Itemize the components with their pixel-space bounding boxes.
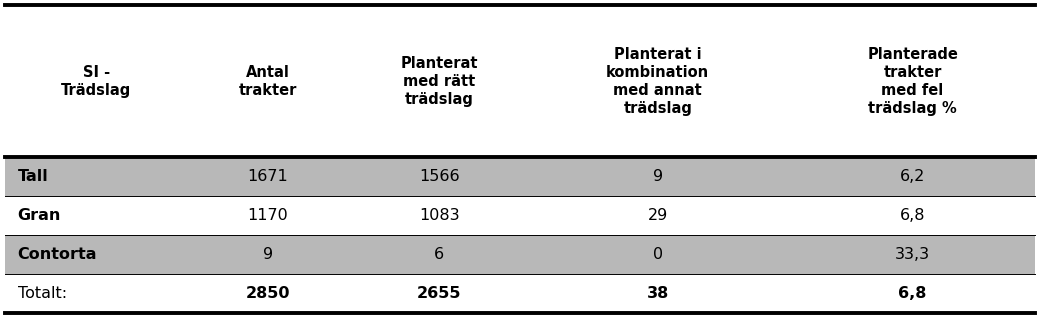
Bar	[5, 274, 1035, 313]
Bar	[5, 5, 1035, 157]
Text: Planterat
med rätt
trädslag: Planterat med rätt trädslag	[400, 56, 478, 107]
Text: 33,3: 33,3	[895, 247, 930, 262]
Text: 6,8: 6,8	[900, 208, 926, 223]
Text: 38: 38	[647, 286, 669, 301]
Text: SI -
Trädslag: SI - Trädslag	[61, 65, 131, 98]
Bar	[5, 157, 1035, 197]
Bar	[5, 197, 1035, 235]
Text: 29: 29	[648, 208, 668, 223]
Text: 6: 6	[435, 247, 444, 262]
Text: Contorta: Contorta	[18, 247, 97, 262]
Text: 1083: 1083	[419, 208, 460, 223]
Text: 1170: 1170	[248, 208, 288, 223]
Text: 2850: 2850	[245, 286, 290, 301]
Text: Antal
trakter: Antal trakter	[238, 65, 297, 98]
Bar	[5, 235, 1035, 274]
Text: 6,2: 6,2	[900, 169, 926, 184]
Text: 6,8: 6,8	[899, 286, 927, 301]
Text: 9: 9	[653, 169, 662, 184]
Text: 1671: 1671	[248, 169, 288, 184]
Text: 9: 9	[263, 247, 272, 262]
Text: 2655: 2655	[417, 286, 462, 301]
Text: 0: 0	[653, 247, 662, 262]
Text: Gran: Gran	[18, 208, 61, 223]
Text: Planterade
trakter
med fel
trädslag %: Planterade trakter med fel trädslag %	[867, 47, 958, 116]
Text: Planterat i
kombination
med annat
trädslag: Planterat i kombination med annat trädsl…	[606, 47, 709, 116]
Text: Tall: Tall	[18, 169, 49, 184]
Text: 1566: 1566	[419, 169, 460, 184]
Text: Totalt:: Totalt:	[18, 286, 67, 301]
